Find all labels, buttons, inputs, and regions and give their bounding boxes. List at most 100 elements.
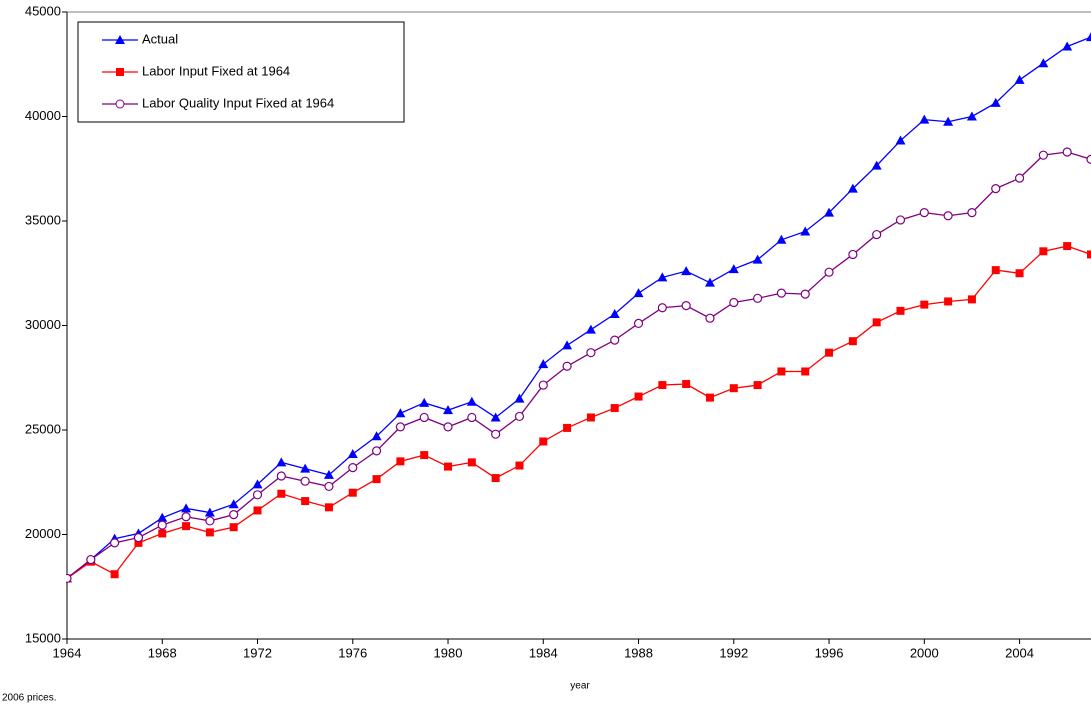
marker — [372, 475, 381, 484]
marker — [86, 554, 96, 565]
marker — [824, 207, 835, 217]
marker — [990, 97, 1001, 107]
marker — [728, 264, 739, 274]
legend-label: Actual — [142, 31, 178, 46]
marker — [729, 297, 739, 308]
marker — [1062, 41, 1073, 51]
y-tick-label: 20000 — [25, 526, 61, 541]
marker — [491, 474, 500, 483]
marker — [919, 208, 929, 218]
legend-marker — [115, 99, 125, 109]
legend-label: Labor Input Fixed at 1964 — [142, 63, 290, 78]
plot-area — [66, 32, 1091, 583]
marker — [824, 267, 834, 277]
y-tick-label: 45000 — [25, 3, 61, 18]
marker — [1014, 173, 1025, 183]
x-tick-label: 1992 — [719, 645, 748, 660]
marker — [134, 538, 143, 547]
marker — [490, 412, 501, 422]
marker — [562, 361, 572, 371]
marker — [396, 457, 405, 466]
marker — [919, 114, 930, 124]
y-tick-label: 40000 — [25, 108, 61, 123]
marker — [443, 422, 453, 432]
marker — [848, 337, 857, 346]
marker — [1063, 242, 1072, 251]
marker — [252, 490, 263, 500]
marker — [252, 479, 263, 489]
marker — [753, 381, 762, 390]
marker — [444, 462, 453, 471]
marker — [158, 529, 167, 538]
marker — [301, 497, 310, 506]
marker — [585, 324, 596, 334]
legend-marker — [116, 68, 124, 76]
marker — [181, 512, 191, 522]
marker — [133, 533, 144, 543]
marker — [776, 288, 787, 298]
marker — [967, 208, 977, 218]
marker — [66, 573, 72, 583]
x-tick-label: 1968 — [148, 645, 177, 660]
marker — [514, 393, 525, 403]
marker — [800, 226, 811, 236]
marker — [229, 510, 239, 520]
marker — [276, 457, 287, 467]
marker — [157, 520, 167, 530]
marker — [896, 306, 905, 315]
marker — [229, 523, 238, 532]
marker — [658, 381, 667, 390]
marker — [253, 506, 262, 515]
marker — [634, 392, 643, 401]
marker — [1038, 150, 1048, 160]
x-tick-label: 1964 — [53, 645, 82, 660]
marker — [466, 396, 477, 406]
legend-marker — [115, 35, 125, 44]
marker — [609, 309, 620, 319]
marker — [157, 512, 168, 522]
marker — [752, 254, 763, 264]
marker — [657, 303, 667, 313]
series-line — [66, 245, 1091, 579]
marker — [801, 367, 810, 376]
marker — [324, 481, 334, 492]
marker — [776, 234, 787, 244]
marker — [1087, 250, 1091, 259]
marker — [228, 499, 239, 509]
marker — [895, 215, 906, 225]
marker — [276, 471, 286, 481]
marker — [348, 463, 358, 473]
marker — [205, 528, 214, 537]
marker — [1039, 247, 1048, 256]
marker — [467, 458, 476, 467]
marker — [467, 412, 477, 423]
marker — [681, 266, 692, 276]
marker — [539, 437, 548, 446]
marker — [943, 211, 953, 221]
marker — [515, 461, 524, 470]
x-tick-label: 1976 — [338, 645, 367, 660]
x-tick-label: 2000 — [910, 645, 939, 660]
x-tick-label: 1972 — [243, 645, 272, 660]
marker — [681, 301, 691, 311]
marker — [753, 293, 763, 303]
marker — [610, 404, 619, 413]
marker — [871, 160, 882, 170]
marker — [277, 489, 286, 498]
marker — [181, 503, 192, 513]
marker — [538, 359, 549, 369]
marker — [1015, 269, 1024, 278]
marker — [1014, 74, 1025, 84]
marker — [300, 463, 311, 473]
marker — [991, 266, 1000, 275]
marker — [872, 318, 881, 327]
x-tick-label: 1980 — [434, 645, 463, 660]
marker — [610, 335, 620, 345]
marker — [729, 384, 738, 393]
marker — [586, 413, 595, 422]
marker — [847, 183, 858, 193]
marker — [395, 408, 406, 418]
marker — [514, 411, 525, 422]
marker — [110, 570, 119, 579]
